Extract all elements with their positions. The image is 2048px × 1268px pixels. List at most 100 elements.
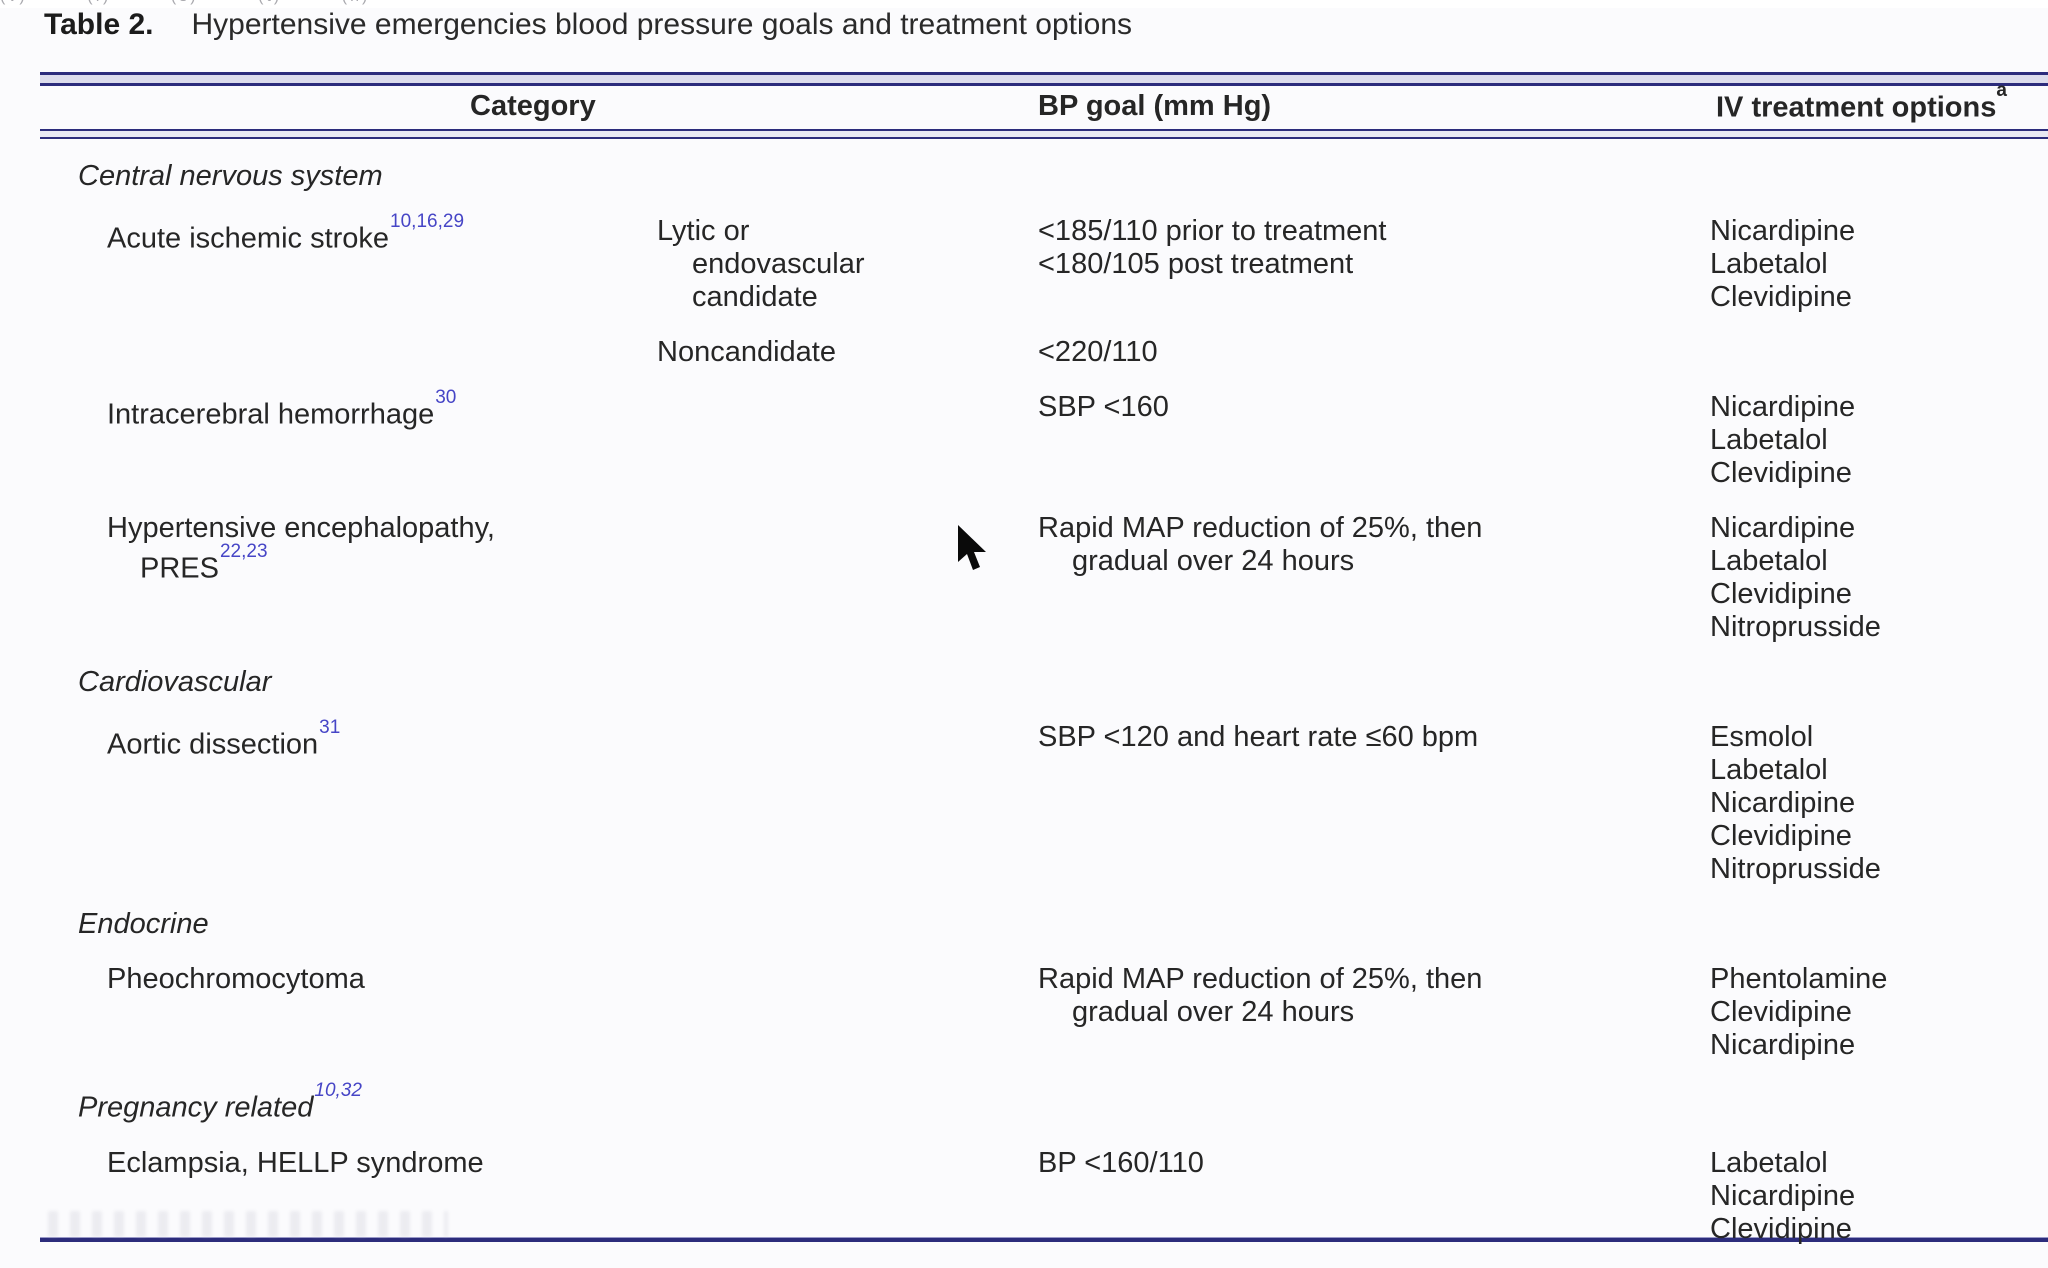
treatment-item: Nicardipine <box>1710 1179 1856 1212</box>
reference-superscript: 10,16,29 <box>390 211 465 232</box>
category-text: Eclampsia, HELLP syndrome <box>107 1146 484 1179</box>
treatment-item: Nicardipine <box>1710 1029 1856 1061</box>
treatment-item: Esmolol <box>1710 721 1814 753</box>
subcategory-line: endovascular <box>692 248 865 280</box>
bp-goal-cell: Rapid MAP reduction of 25%, then gradual… <box>1038 963 1710 1029</box>
table-row-aortic-dissection: Aortic dissection31 SBP <120 and heart r… <box>42 717 2048 886</box>
section-header-pregnancy: Pregnancy related10,32 <box>42 1080 2048 1125</box>
bp-goal-line: SBP <160 <box>1038 391 1169 423</box>
treatments-cell: Esmolol Labetalol Nicardipine Clevidipin… <box>1710 721 2048 886</box>
table-title-text: Hypertensive emergencies blood pressure … <box>191 8 1133 41</box>
table-number-label: Table 2. <box>44 8 154 41</box>
treatment-item: Clevidipine <box>1710 996 1852 1028</box>
bp-goal-cell: SBP <120 and heart rate ≤60 bpm <box>1038 721 1710 754</box>
reference-superscript: 31 <box>319 717 341 738</box>
treatments-cell: Nicardipine Labetalol Clevidipine Nitrop… <box>1710 512 2048 644</box>
bp-goal-line: <180/105 post treatment <box>1038 248 1354 280</box>
category-text-line2: PRES22,23 <box>107 541 657 586</box>
category-cell: Eclampsia, HELLP syndrome <box>42 1147 657 1180</box>
category-text: Pheochromocytoma <box>107 963 365 995</box>
category-text: Aortic dissection31 <box>107 717 657 762</box>
clipped-top-menu-text: (v) (f) (s) (t) (h) <box>0 0 2048 6</box>
category-cell: Intracerebral hemorrhage30 <box>42 387 657 432</box>
table-row-eclampsia-hellp: Eclampsia, HELLP syndrome BP <160/110 La… <box>42 1147 2048 1246</box>
section-header-endocrine: Endocrine <box>42 908 2048 941</box>
category-cell: Pheochromocytoma <box>42 963 657 996</box>
section-header-text: Central nervous system <box>78 160 383 192</box>
treatment-item: Labetalol <box>1710 1146 1828 1179</box>
bp-goal-line: <185/110 prior to treatment <box>1038 215 1387 247</box>
treatment-item: Labetalol <box>1710 248 1828 280</box>
clipped-top-menu-strip: (v) (f) (s) (t) (h) <box>0 0 2048 8</box>
treatment-item: Nitroprusside <box>1710 611 1881 643</box>
table-row-intracerebral-hemorrhage: Intracerebral hemorrhage30 SBP <160 Nica… <box>42 387 2048 490</box>
column-header-category: Category <box>470 90 596 122</box>
treatment-item: Labetalol <box>1710 754 1828 786</box>
bp-goal-line: gradual over 24 hours <box>1072 545 1355 577</box>
category-cell: Acute ischemic stroke10,16,29 <box>42 211 657 256</box>
bp-goal-cell: <185/110 prior to treatment <180/105 pos… <box>1038 215 1710 281</box>
subcategory-cell: Lytic or endovascular candidate <box>657 215 1038 314</box>
treatment-item: Clevidipine <box>1710 281 1852 313</box>
treatment-item: Nitroprusside <box>1710 853 1881 885</box>
treatments-cell: Nicardipine Labetalol Clevidipine <box>1710 391 2048 490</box>
reference-superscript: 30 <box>435 387 457 408</box>
table-bottom-rule <box>40 1238 2048 1242</box>
category-cell: Aortic dissection31 <box>42 717 657 762</box>
category-text: Hypertensive encephalopathy, <box>107 512 495 544</box>
section-header-text: Endocrine <box>78 908 209 940</box>
treatment-item: Clevidipine <box>1710 1212 1852 1245</box>
table-header-rule <box>40 129 2048 139</box>
treatments-cell: Labetalol Nicardipine Clevidipine <box>1710 1147 2048 1246</box>
category-text: Acute ischemic stroke10,16,29 <box>107 211 657 256</box>
table-title: Table 2. Hypertensive emergencies blood p… <box>44 8 1132 42</box>
subcategory-line: Lytic or <box>657 215 750 247</box>
section-header-text: Cardiovascular <box>78 666 272 698</box>
treatment-item: Clevidipine <box>1710 820 1852 852</box>
reference-superscript: 22,23 <box>219 541 268 562</box>
treatment-item: Nicardipine <box>1710 215 1856 247</box>
reference-superscript: 10,32 <box>314 1080 362 1101</box>
category-label: Aortic dissection <box>107 728 319 761</box>
treatment-item: Nicardipine <box>1710 512 1856 544</box>
table-body: Central nervous system Acute ischemic st… <box>42 160 2048 1268</box>
bp-goal-line: gradual over 24 hours <box>1072 996 1355 1028</box>
category-label: PRES <box>140 552 219 585</box>
treatments-cell: Phentolamine Clevidipine Nicardipine <box>1710 963 2048 1062</box>
bp-goal-cell: BP <160/110 <box>1038 1147 1710 1180</box>
treatment-item: Clevidipine <box>1710 578 1852 610</box>
illegible-watermark <box>48 1211 448 1237</box>
footnote-marker: a <box>1996 80 2007 101</box>
treatment-item: Nicardipine <box>1710 391 1856 423</box>
section-header-text: Pregnancy related <box>78 1091 314 1124</box>
treatment-item: Labetalol <box>1710 424 1828 456</box>
bp-goal-line: SBP <120 and heart rate ≤60 bpm <box>1038 721 1479 753</box>
section-header-cardiovascular: Cardiovascular <box>42 666 2048 699</box>
bp-goal-line: Rapid MAP reduction of 25%, then <box>1038 963 1483 995</box>
column-header-bp-goal: BP goal (mm Hg) <box>1038 90 1272 122</box>
bp-goal-line: Rapid MAP reduction of 25%, then <box>1038 512 1483 544</box>
column-header-iv-treatment-text: IV treatment options <box>1716 91 1997 124</box>
bp-goal-cell: SBP <160 <box>1038 391 1710 424</box>
section-header-cns: Central nervous system <box>42 160 2048 193</box>
category-text: Intracerebral hemorrhage30 <box>107 387 657 432</box>
bp-goal-line: BP <160/110 <box>1038 1146 1204 1179</box>
treatment-item: Labetalol <box>1710 545 1828 577</box>
subcategory-line: candidate <box>692 281 818 313</box>
treatment-item: Phentolamine <box>1710 963 1888 995</box>
category-cell: Hypertensive encephalopathy, PRES22,23 <box>42 512 657 586</box>
bp-goal-cell: <220/110 <box>1038 336 1710 369</box>
treatment-item: Clevidipine <box>1710 457 1852 489</box>
table-row-hypertensive-encephalopathy: Hypertensive encephalopathy, PRES22,23 R… <box>42 512 2048 644</box>
subcategory-cell: Noncandidate <box>657 336 1038 369</box>
treatments-cell: Nicardipine Labetalol Clevidipine <box>1710 215 2048 314</box>
bp-goal-cell: Rapid MAP reduction of 25%, then gradual… <box>1038 512 1710 578</box>
table-row-pheochromocytoma: Pheochromocytoma Rapid MAP reduction of … <box>42 963 2048 1062</box>
category-label: Intracerebral hemorrhage <box>107 398 435 431</box>
table-top-rule <box>40 72 2048 86</box>
category-label: Acute ischemic stroke <box>107 222 390 255</box>
bp-goal-line: <220/110 <box>1038 336 1158 368</box>
table-row-noncandidate: Noncandidate <220/110 <box>42 336 2048 369</box>
treatment-item: Nicardipine <box>1710 787 1856 819</box>
subcategory-line: Noncandidate <box>657 336 836 368</box>
